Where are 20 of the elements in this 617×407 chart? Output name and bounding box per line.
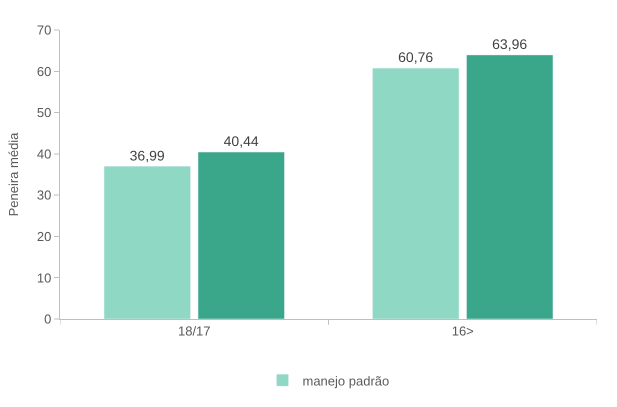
y-tick-label: 60 — [36, 64, 52, 79]
bar — [104, 166, 191, 319]
x-tick-label: 18/17 — [178, 324, 211, 339]
y-tick-label: 0 — [44, 312, 52, 327]
y-tick-label: 10 — [36, 270, 52, 286]
data-label: 63,96 — [492, 36, 528, 52]
y-tick-label: 30 — [36, 188, 52, 203]
data-label: 36,99 — [130, 147, 165, 164]
y-tick-label: 70 — [36, 22, 52, 38]
data-label: 60,76 — [398, 49, 434, 66]
data-label: 40,44 — [224, 133, 259, 150]
y-tick-label: 20 — [36, 228, 52, 244]
bar — [372, 68, 460, 319]
legend-label: manejo padrão — [302, 373, 390, 388]
bar — [198, 152, 285, 319]
y-axis-title: Peneira média — [6, 132, 21, 216]
y-tick-label: 40 — [36, 146, 52, 162]
y-tick-label: 50 — [36, 105, 52, 120]
bar — [466, 54, 554, 319]
x-tick-label: 16> — [452, 324, 474, 339]
